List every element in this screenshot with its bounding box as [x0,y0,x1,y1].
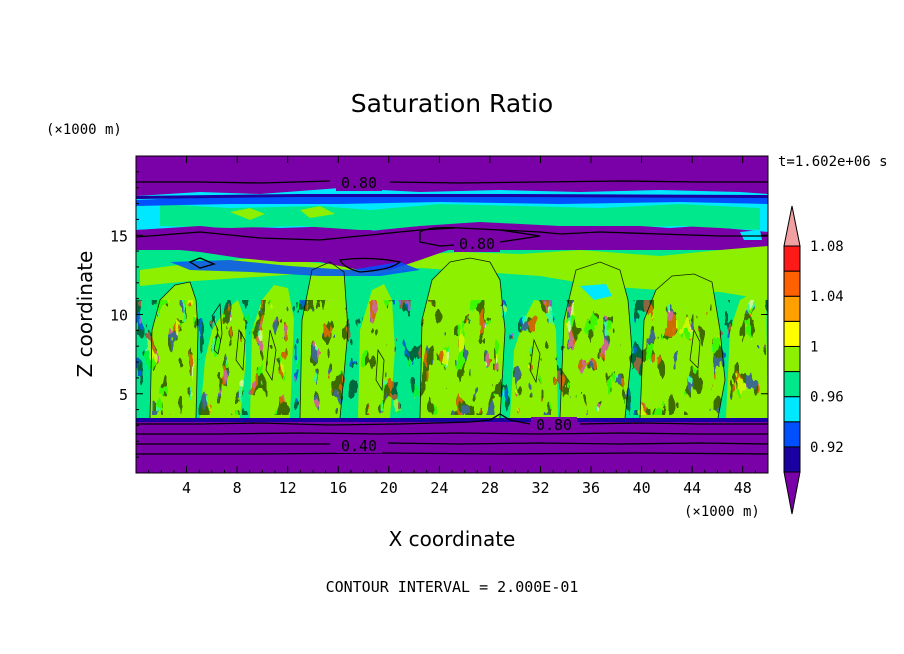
lower-dry-layer [136,418,768,473]
contour-label: 0.40 [341,437,377,455]
chart-title: Saturation Ratio [351,89,553,118]
x-tick-label: 32 [531,479,549,497]
colorbar: 0.92 0.96 1 1.04 1.08 [783,205,844,515]
y-units-label: (×1000 m) [46,122,122,138]
colorbar-bin [783,245,801,272]
x-tick-label: 44 [683,479,701,497]
x-units-label: (×1000 m) [684,504,760,520]
x-tick-label: 28 [481,479,499,497]
contour-label: 0.80 [341,174,377,192]
colorbar-tick-label: 1.08 [810,239,844,255]
plot-area: 0.80 0.80 0.80 0.40 [136,156,768,473]
cloud-edge-contours [149,257,726,419]
contour-label-group: 0.80 0.80 0.80 0.40 [336,173,577,455]
colorbar-bin [783,421,801,448]
contour-label: 0.80 [459,235,495,253]
colorbar-bin [783,396,801,423]
contour-label: 0.80 [536,416,572,434]
colorbar-bin [783,320,801,347]
colorbar-tick-label: 1 [810,339,818,355]
colorbar-high-triangle [783,205,801,247]
colorbar-tick-label: 1.04 [810,289,844,305]
time-label: t=1.602e+06 s [778,154,888,170]
speckle-texture [136,300,768,415]
x-tick-label: 16 [329,479,347,497]
x-tick-label: 4 [182,479,191,497]
x-axis-label: X coordinate [389,527,516,551]
y-axis: 5 10 15 [110,171,768,458]
colorbar-bin [783,371,801,398]
colorbar-tick-label: 0.92 [810,440,844,456]
colorbar-bin [783,270,801,297]
x-tick-label: 20 [380,479,398,497]
colorbar-tick-label: 0.96 [810,390,844,406]
x-tick-label: 48 [734,479,752,497]
colorbar-bin [783,446,801,473]
tropopause-layer [136,188,768,300]
colorbar-low-triangle [783,471,801,515]
x-axis: 4 8 12 16 20 24 28 32 36 40 44 48 [148,156,756,497]
x-tick-label: 24 [430,479,448,497]
colorbar-bin [783,295,801,322]
y-axis-label: Z coordinate [73,251,97,378]
x-tick-label: 8 [233,479,242,497]
y-tick-label: 15 [110,227,128,245]
contour-interval-footer: CONTOUR INTERVAL = 2.000E-01 [326,578,579,596]
x-tick-label: 40 [633,479,651,497]
x-tick-label: 36 [582,479,600,497]
x-tick-label: 12 [279,479,297,497]
y-tick-label: 10 [110,307,128,325]
contour-lines [136,180,768,455]
y-tick-label: 5 [119,386,128,404]
colorbar-bin [783,345,801,373]
